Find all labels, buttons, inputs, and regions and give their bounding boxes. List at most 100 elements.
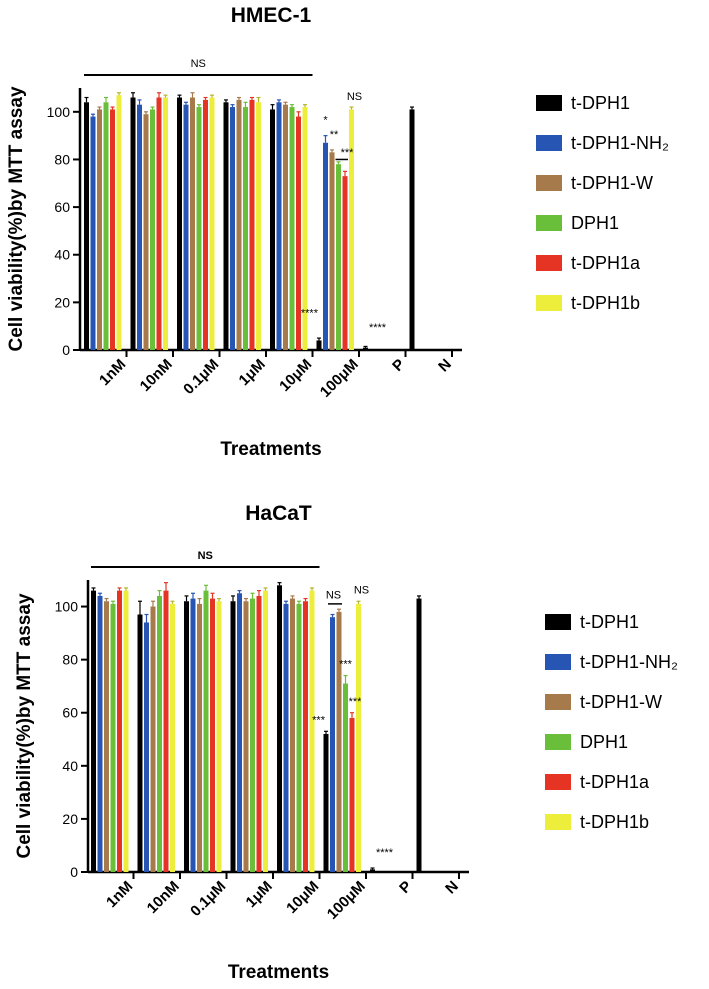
- bar: [97, 109, 102, 350]
- x-tick-label: 10nM: [137, 356, 176, 395]
- bar: [323, 142, 328, 350]
- bar: [243, 107, 248, 351]
- bar: [302, 107, 308, 351]
- bar: [263, 590, 268, 872]
- x-tick-label: N: [442, 878, 462, 898]
- bar: [303, 601, 308, 872]
- bar: [157, 595, 162, 872]
- y-tick-label: 80: [54, 151, 70, 167]
- bar: [336, 611, 342, 872]
- x-tick-label: 10nM: [144, 878, 183, 917]
- legend-swatch: [545, 774, 571, 790]
- legend-swatch: [545, 734, 571, 750]
- y-tick-label: 80: [62, 652, 78, 668]
- bar: [416, 598, 422, 872]
- bar: [91, 590, 96, 872]
- bar: [370, 869, 375, 872]
- bar: [256, 595, 262, 872]
- bar: [130, 97, 136, 350]
- x-tick-label: 100μM: [317, 356, 362, 401]
- significance-label: **: [330, 129, 339, 141]
- significance-label: ***: [312, 714, 326, 726]
- x-tick-label: N: [435, 356, 455, 376]
- bar: [276, 102, 282, 350]
- y-tick-label: 100: [55, 599, 79, 615]
- y-tick-label: 60: [54, 199, 70, 215]
- ns-label: NS: [191, 58, 206, 70]
- bar: [349, 109, 354, 350]
- x-tick-label: 0.1μM: [180, 356, 222, 398]
- bar: [137, 614, 143, 872]
- bar: [316, 340, 322, 350]
- legend-swatch: [545, 694, 571, 710]
- x-tick-label: 1nM: [96, 356, 129, 389]
- y-axis-title: Cell viability(%)by MTT assay: [14, 593, 35, 858]
- bar: [250, 598, 255, 872]
- bar: [210, 598, 215, 872]
- significance-label: NS: [354, 584, 369, 596]
- bar: [143, 114, 149, 350]
- x-tick-label: 1μM: [236, 356, 269, 389]
- bar: [197, 603, 202, 872]
- bar: [323, 733, 329, 872]
- bar: [329, 152, 335, 350]
- x-tick-label: 10μM: [276, 356, 315, 395]
- legend-label: t-DPH1: [571, 93, 630, 113]
- significance-label: ***: [341, 147, 355, 159]
- bar: [190, 598, 196, 872]
- x-tick-label: 1nM: [103, 878, 136, 911]
- legend-label: DPH1: [580, 732, 628, 752]
- y-tick-label: 0: [62, 342, 70, 358]
- legend-label: t-DPH1b: [580, 812, 649, 832]
- bar: [163, 97, 168, 350]
- bar: [243, 601, 249, 872]
- legend-swatch: [536, 95, 562, 111]
- y-tick-label: 20: [54, 294, 70, 310]
- y-tick-label: 20: [62, 811, 78, 827]
- significance-label: *: [323, 115, 328, 127]
- bar: [90, 116, 96, 350]
- significance-label: ***: [339, 659, 353, 671]
- bar: [363, 347, 368, 350]
- legend-swatch: [536, 295, 562, 311]
- chart-1: HMEC-1 Cell viability(%)by MTT assay 0 20 40…: [6, 4, 669, 460]
- bar: [150, 109, 155, 350]
- bar: [330, 617, 335, 872]
- bar: [230, 601, 236, 872]
- bar: [283, 603, 289, 872]
- legend-swatch: [545, 814, 571, 830]
- bar: [230, 107, 235, 351]
- x-axis-title: Treatments: [220, 439, 321, 460]
- bar: [216, 601, 222, 872]
- bar: [309, 590, 315, 872]
- x-tick-label: 1μM: [243, 878, 276, 911]
- chart-2: HaCaT Cell viability(%)by MTT assay 0 20 40 6…: [14, 502, 678, 983]
- bar: [97, 595, 103, 872]
- bar: [409, 109, 415, 350]
- legend-label: t-DPH1-NH₂: [580, 652, 678, 672]
- legend-label: t-DPH1-NH₂: [571, 133, 669, 153]
- x-tick-label: P: [396, 878, 415, 897]
- x-tick-label: 10μM: [283, 878, 322, 917]
- legend-label: DPH1: [571, 213, 619, 233]
- bar: [137, 104, 142, 350]
- x-tick-label: 100μM: [324, 878, 369, 923]
- bar: [123, 590, 129, 872]
- bar: [270, 109, 275, 350]
- legend-swatch: [536, 135, 562, 151]
- bar: [196, 107, 202, 351]
- legend-swatch: [536, 255, 562, 271]
- bar: [349, 718, 355, 872]
- significance-label: ****: [369, 322, 387, 334]
- legend-label: t-DPH1b: [571, 293, 640, 313]
- bar: [150, 606, 156, 872]
- ns-label: NS: [198, 550, 213, 562]
- legend-label: t-DPH1: [580, 612, 639, 632]
- bar: [343, 683, 348, 872]
- bar: [356, 603, 361, 872]
- bar: [249, 99, 255, 350]
- significance-label: ****: [301, 308, 319, 320]
- x-axis-title: Treatments: [228, 962, 329, 983]
- x-tick-label: P: [389, 356, 408, 375]
- bar: [144, 622, 149, 872]
